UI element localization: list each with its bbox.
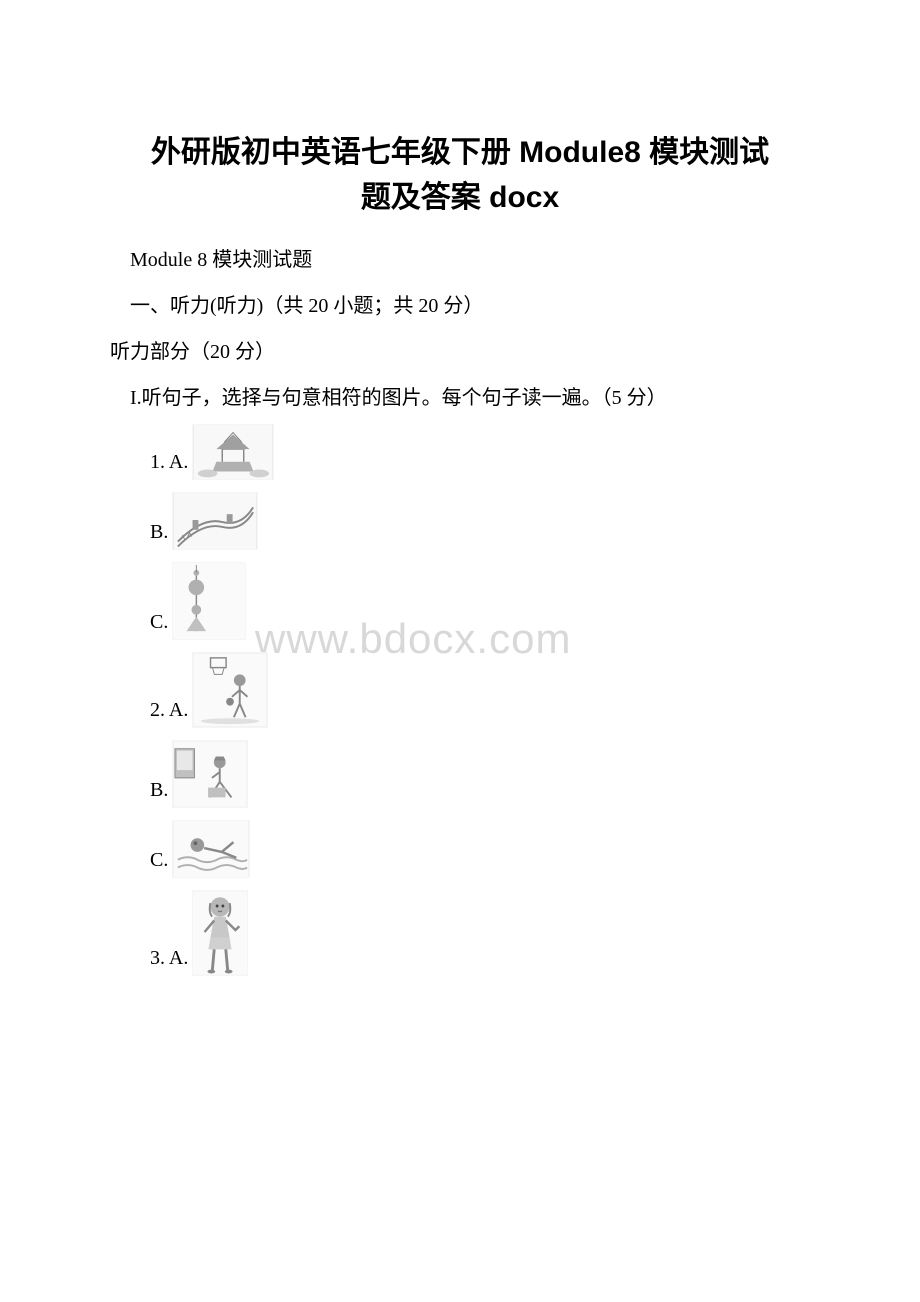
pavilion-icon: [193, 424, 273, 480]
question-label: C.: [150, 611, 168, 640]
question-image: [192, 424, 274, 480]
question-row: 2. A.: [90, 652, 830, 728]
question-row: C.: [90, 562, 830, 640]
great-wall-icon: [173, 492, 257, 550]
title-line-1: 外研版初中英语七年级下册 Module8 模块测试: [151, 136, 769, 169]
watching-tv-icon: [173, 740, 247, 808]
listening-header: 听力部分（20 分）: [90, 332, 830, 372]
instruction-1: I.听句子，选择与句意相符的图片。每个句子读一遍。（5 分）: [90, 378, 830, 418]
title-line-2: 题及答案 docx: [361, 181, 559, 214]
girl-standing-icon: [193, 890, 247, 976]
swimming-icon: [173, 820, 249, 878]
question-image: [192, 652, 268, 728]
question-label: 2. A.: [150, 699, 188, 728]
subtitle-text: Module 8 模块测试题: [90, 240, 830, 280]
document-content: 外研版初中英语七年级下册 Module8 模块测试 题及答案 docx Modu…: [90, 130, 830, 976]
question-row: B.: [90, 740, 830, 808]
pearl-tower-icon: [173, 562, 245, 640]
question-image: [172, 740, 248, 808]
question-image: [192, 890, 248, 976]
question-label: 3. A.: [150, 947, 188, 976]
section-1-header: 一、听力(听力)（共 20 小题；共 20 分）: [90, 286, 830, 326]
document-title: 外研版初中英语七年级下册 Module8 模块测试 题及答案 docx: [90, 130, 830, 220]
question-row: 3. A.: [90, 890, 830, 976]
question-label: B.: [150, 779, 168, 808]
question-image: [172, 562, 246, 640]
question-label: B.: [150, 521, 168, 550]
question-row: 1. A.: [90, 424, 830, 480]
question-row: C.: [90, 820, 830, 878]
basketball-icon: [193, 652, 267, 728]
question-row: B.: [90, 492, 830, 550]
question-label: C.: [150, 849, 168, 878]
question-label: 1. A.: [150, 451, 188, 480]
question-image: [172, 492, 258, 550]
question-image: [172, 820, 250, 878]
